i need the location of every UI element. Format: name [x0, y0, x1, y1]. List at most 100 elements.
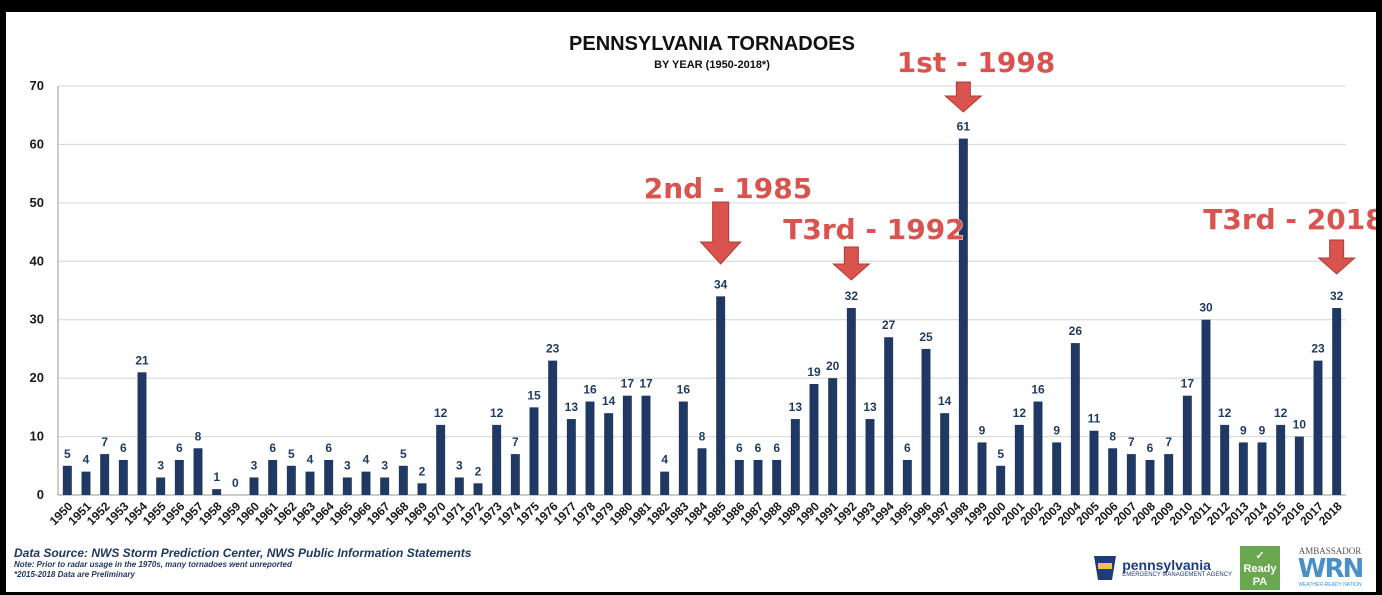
- bar: [548, 360, 558, 495]
- pa-logo-name: pennsylvania: [1122, 557, 1211, 573]
- data-label: 12: [434, 406, 448, 420]
- data-label: 26: [1069, 324, 1083, 338]
- data-label: 32: [845, 289, 859, 303]
- data-label: 15: [527, 388, 541, 402]
- bar: [828, 378, 838, 495]
- bar: [212, 489, 222, 495]
- data-label: 1: [213, 470, 220, 484]
- keystone-icon: [1094, 556, 1117, 580]
- data-label: 6: [773, 441, 780, 455]
- data-label: 23: [1311, 342, 1325, 356]
- bar: [1220, 424, 1230, 495]
- tornado-bar-chart: PENNSYLVANIA TORNADOES BY YEAR (1950-201…: [30, 33, 1376, 528]
- annotation-label: T3rd - 2018: [1203, 203, 1376, 236]
- data-label: 21: [135, 353, 149, 367]
- data-label: 4: [363, 453, 370, 467]
- data-label: 16: [1031, 383, 1045, 397]
- footer: Data Source: NWS Storm Prediction Center…: [14, 546, 471, 580]
- ready-pa-logo: ✓ Ready PA: [1240, 546, 1280, 590]
- bar: [118, 459, 128, 495]
- bar: [193, 448, 203, 495]
- data-label: 12: [490, 406, 504, 420]
- y-tick-label: 30: [30, 312, 44, 327]
- bar: [1332, 308, 1342, 495]
- data-label: 12: [1274, 406, 1288, 420]
- bar: [1145, 459, 1155, 495]
- data-label: 13: [789, 400, 803, 414]
- bar: [716, 296, 726, 495]
- data-label: 7: [1165, 435, 1172, 449]
- data-label: 7: [101, 435, 108, 449]
- bar: [305, 471, 315, 495]
- bar: [417, 483, 427, 495]
- data-label: 9: [1259, 423, 1266, 437]
- data-label: 7: [1128, 435, 1135, 449]
- data-source: Data Source: NWS Storm Prediction Center…: [14, 546, 472, 560]
- bar: [846, 308, 856, 495]
- bar: [1089, 430, 1099, 495]
- annotation-label: 1st - 1998: [897, 46, 1056, 79]
- logos: pennsylvania EMERGENCY MANAGEMENT AGENCY…: [1092, 544, 1372, 592]
- data-label: 61: [957, 120, 971, 134]
- bar: [454, 477, 464, 495]
- data-label: 4: [83, 453, 90, 467]
- data-label: 9: [1240, 423, 1247, 437]
- bar: [1238, 442, 1248, 495]
- annotation-label: 2nd - 1985: [644, 172, 813, 205]
- data-label: 8: [195, 429, 202, 443]
- data-label: 25: [919, 330, 933, 344]
- y-tick-label: 60: [30, 136, 44, 151]
- data-label: 6: [1147, 441, 1154, 455]
- data-label: 12: [1218, 406, 1232, 420]
- data-label: 20: [826, 359, 840, 373]
- bar: [678, 401, 688, 495]
- wrn-subtitle: WEATHER-READY NATION: [1298, 582, 1362, 588]
- y-tick-label: 50: [30, 195, 44, 210]
- bar: [529, 407, 539, 495]
- bar: [1294, 436, 1304, 495]
- data-label: 5: [400, 447, 407, 461]
- data-label: 6: [269, 441, 276, 455]
- data-label: 6: [755, 441, 762, 455]
- annotation-arrow: [699, 201, 742, 265]
- data-label: 32: [1330, 289, 1344, 303]
- y-tick-label: 0: [37, 487, 44, 502]
- bar: [81, 471, 91, 495]
- bar: [1108, 448, 1118, 495]
- data-label: 9: [1053, 423, 1060, 437]
- bar: [641, 395, 651, 495]
- x-axis: 1950195119521953195419551956195719581959…: [47, 499, 1345, 528]
- data-label: 9: [979, 423, 986, 437]
- data-label: 6: [736, 441, 743, 455]
- chart-subtitle: BY YEAR (1950-2018*): [654, 59, 770, 71]
- data-label: 3: [456, 458, 463, 472]
- data-label: 3: [381, 458, 388, 472]
- data-label: 8: [1109, 429, 1116, 443]
- data-label: 4: [661, 453, 668, 467]
- bar: [268, 459, 278, 495]
- bar: [436, 424, 446, 495]
- data-label: 16: [583, 383, 597, 397]
- bar: [790, 419, 800, 495]
- bar: [1014, 424, 1024, 495]
- data-label: 6: [120, 441, 127, 455]
- data-label: 6: [904, 441, 911, 455]
- bar: [492, 424, 502, 495]
- data-label: 2: [475, 464, 482, 478]
- chart-frame: PENNSYLVANIA TORNADOES BY YEAR (1950-201…: [6, 12, 1376, 592]
- bar: [604, 413, 614, 495]
- bar: [1126, 454, 1136, 495]
- data-label: 27: [882, 318, 896, 332]
- bar: [62, 465, 72, 495]
- y-tick-label: 10: [30, 429, 44, 444]
- bar: [286, 465, 296, 495]
- bar: [1276, 424, 1286, 495]
- data-label: 14: [938, 394, 952, 408]
- pa-ema-logo: pennsylvania EMERGENCY MANAGEMENT AGENCY: [1092, 554, 1232, 582]
- gridlines: [58, 85, 1346, 496]
- ready-line-1: Ready: [1243, 563, 1277, 575]
- data-label: 13: [863, 400, 877, 414]
- bar: [342, 477, 352, 495]
- annotations-group: 1st - 1998 2nd - 1985 T3rd - 1992 T3rd - 20…: [643, 46, 1376, 281]
- bar: [1201, 319, 1211, 495]
